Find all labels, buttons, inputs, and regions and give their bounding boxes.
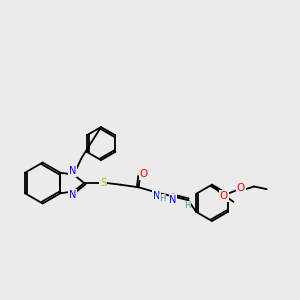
Text: N: N (169, 194, 177, 205)
Text: O: O (140, 169, 148, 179)
Text: S: S (100, 178, 106, 188)
Text: O: O (220, 191, 228, 201)
Text: H: H (159, 194, 166, 203)
Text: O: O (237, 184, 245, 194)
Text: H: H (184, 201, 190, 210)
Text: N: N (69, 166, 76, 176)
Text: N: N (153, 191, 160, 201)
Text: N: N (69, 190, 76, 200)
